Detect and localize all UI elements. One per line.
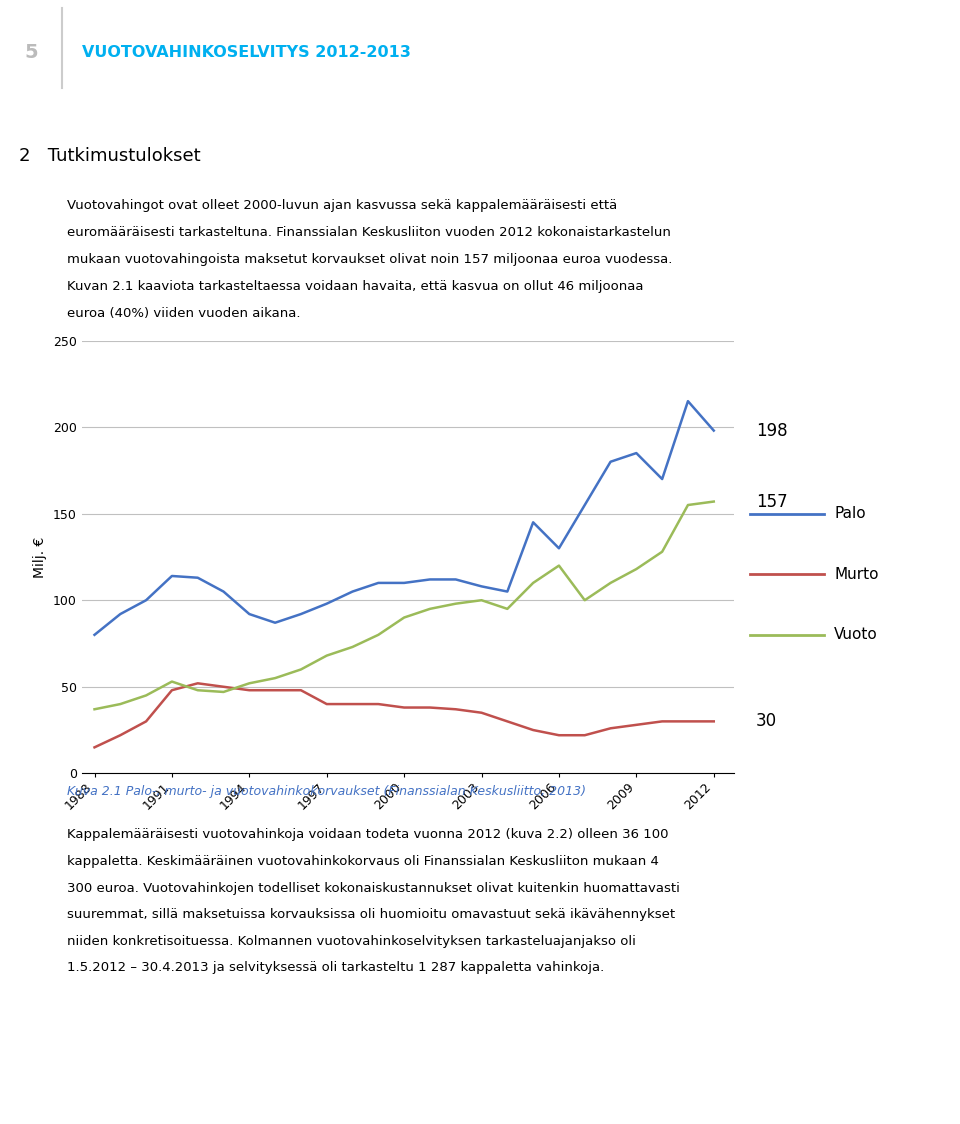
Text: kappaletta. Keskimääräinen vuotovahinkokorvaus oli Finanssialan Keskusliiton muk: kappaletta. Keskimääräinen vuotovahinkok… [67, 855, 660, 868]
Text: euromääräisesti tarkasteltuna. Finanssialan Keskusliiton vuoden 2012 kokonaistar: euromääräisesti tarkasteltuna. Finanssia… [67, 226, 671, 239]
Text: 2   Tutkimustulokset: 2 Tutkimustulokset [19, 146, 201, 165]
Text: Kuvan 2.1 kaaviota tarkasteltaessa voidaan havaita, että kasvua on ollut 46 milj: Kuvan 2.1 kaaviota tarkasteltaessa voida… [67, 280, 644, 293]
Text: 5: 5 [24, 43, 37, 62]
Text: 198: 198 [756, 422, 788, 439]
Text: 157: 157 [756, 492, 788, 510]
Text: Vuotovahingot ovat olleet 2000-luvun ajan kasvussa sekä kappalemääräisesti että: Vuotovahingot ovat olleet 2000-luvun aja… [67, 199, 617, 212]
Text: 30: 30 [756, 713, 778, 731]
Text: Palo: Palo [834, 506, 866, 522]
Text: Murto: Murto [834, 566, 878, 582]
Text: VUOTOVAHINKOSELVITYS 2012-2013: VUOTOVAHINKOSELVITYS 2012-2013 [82, 45, 411, 60]
Text: 1.5.2012 – 30.4.2013 ja selvityksessä oli tarkasteltu 1 287 kappaletta vahinkoja: 1.5.2012 – 30.4.2013 ja selvityksessä ol… [67, 961, 605, 975]
Text: mukaan vuotovahingoista maksetut korvaukset olivat noin 157 miljoonaa euroa vuod: mukaan vuotovahingoista maksetut korvauk… [67, 253, 673, 266]
Text: Kappalemääräisesti vuotovahinkoja voidaan todeta vuonna 2012 (kuva 2.2) olleen 3: Kappalemääräisesti vuotovahinkoja voidaa… [67, 828, 669, 842]
Text: euroa (40%) viiden vuoden aikana.: euroa (40%) viiden vuoden aikana. [67, 307, 300, 320]
Text: niiden konkretisoituessa. Kolmannen vuotovahinkoselvityksen tarkasteluajanjakso : niiden konkretisoituessa. Kolmannen vuot… [67, 935, 636, 948]
Text: 300 euroa. Vuotovahinkojen todelliset kokonaiskustannukset olivat kuitenkin huom: 300 euroa. Vuotovahinkojen todelliset ko… [67, 881, 680, 895]
Text: Vuoto: Vuoto [834, 627, 878, 642]
Text: suuremmat, sillä maksetuissa korvauksissa oli huomioitu omavastuut sekä ikävähen: suuremmat, sillä maksetuissa korvauksiss… [67, 908, 675, 922]
Text: Kuva 2.1 Palo-, murto- ja vuotovahinkokorvaukset (Finanssialan Keskusliitto, 201: Kuva 2.1 Palo-, murto- ja vuotovahinkoko… [67, 785, 587, 798]
Y-axis label: Milj. €: Milj. € [34, 536, 47, 578]
